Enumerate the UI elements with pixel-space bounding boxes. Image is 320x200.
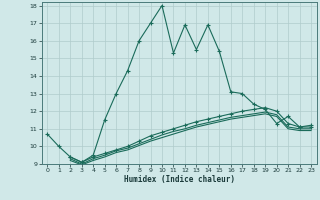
X-axis label: Humidex (Indice chaleur): Humidex (Indice chaleur) <box>124 175 235 184</box>
